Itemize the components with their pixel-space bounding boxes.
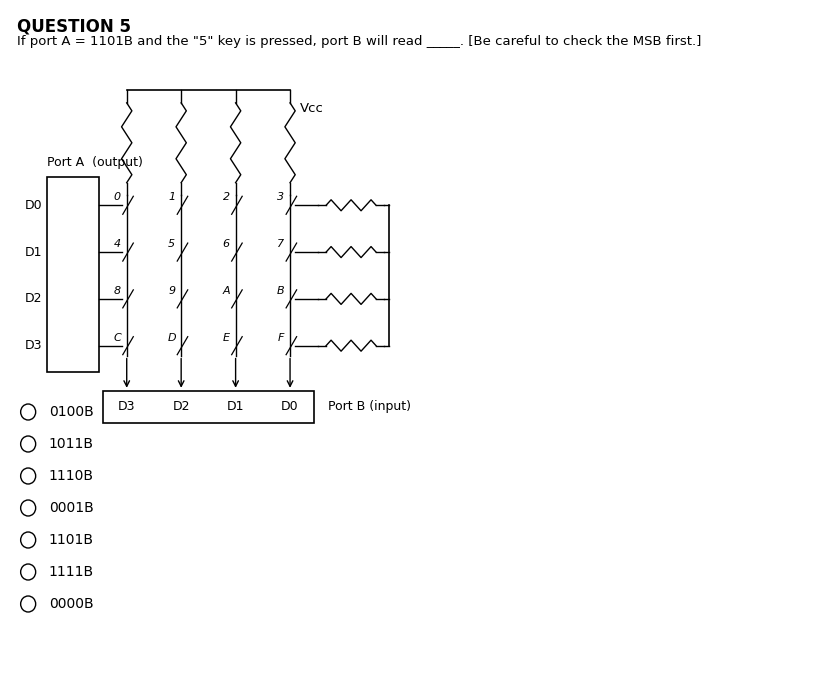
Text: 1111B: 1111B [48, 565, 94, 579]
Text: Port B (input): Port B (input) [327, 400, 411, 413]
Text: D1: D1 [227, 400, 245, 413]
Text: If port A = 1101B and the "5" key is pressed, port B will read _____. [Be carefu: If port A = 1101B and the "5" key is pre… [17, 35, 701, 48]
Text: 1011B: 1011B [48, 437, 94, 451]
Text: QUESTION 5: QUESTION 5 [17, 17, 131, 35]
Text: 0000B: 0000B [48, 597, 94, 611]
Text: 0001B: 0001B [48, 501, 94, 515]
Bar [47, 177, 99, 372]
Text: 4: 4 [114, 239, 121, 249]
Text: 6: 6 [223, 239, 230, 249]
Text: C: C [114, 333, 121, 342]
Text: D0: D0 [24, 198, 43, 212]
Text: D0: D0 [281, 400, 299, 413]
Text: 1101B: 1101B [48, 533, 94, 547]
Text: D3: D3 [118, 400, 135, 413]
Text: 9: 9 [168, 286, 175, 296]
Text: A: A [222, 286, 230, 296]
Text: 2: 2 [223, 192, 230, 203]
Text: 1: 1 [168, 192, 175, 203]
Text: Port A  (output): Port A (output) [47, 156, 143, 169]
Text: 7: 7 [277, 239, 284, 249]
Text: F: F [277, 333, 284, 342]
Text: D1: D1 [25, 246, 43, 258]
Text: 1110B: 1110B [48, 469, 94, 483]
Text: D: D [168, 333, 176, 342]
Text: 5: 5 [168, 239, 175, 249]
Text: D2: D2 [172, 400, 190, 413]
Bar [104, 391, 313, 423]
Text: D3: D3 [25, 339, 43, 352]
Text: 0: 0 [114, 192, 121, 203]
Text: Vcc: Vcc [300, 102, 323, 115]
Text: B: B [277, 286, 285, 296]
Text: 3: 3 [277, 192, 284, 203]
Text: 0100B: 0100B [48, 405, 94, 419]
Text: D2: D2 [25, 293, 43, 306]
Text: 8: 8 [114, 286, 121, 296]
Text: E: E [223, 333, 230, 342]
